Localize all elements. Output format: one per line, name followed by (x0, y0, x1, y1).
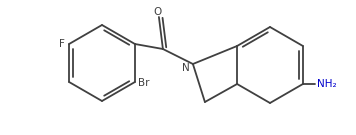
Text: F: F (59, 39, 65, 49)
Text: N: N (182, 63, 190, 73)
Text: NH₂: NH₂ (317, 79, 336, 89)
Text: Br: Br (138, 78, 150, 88)
Text: O: O (154, 7, 162, 17)
